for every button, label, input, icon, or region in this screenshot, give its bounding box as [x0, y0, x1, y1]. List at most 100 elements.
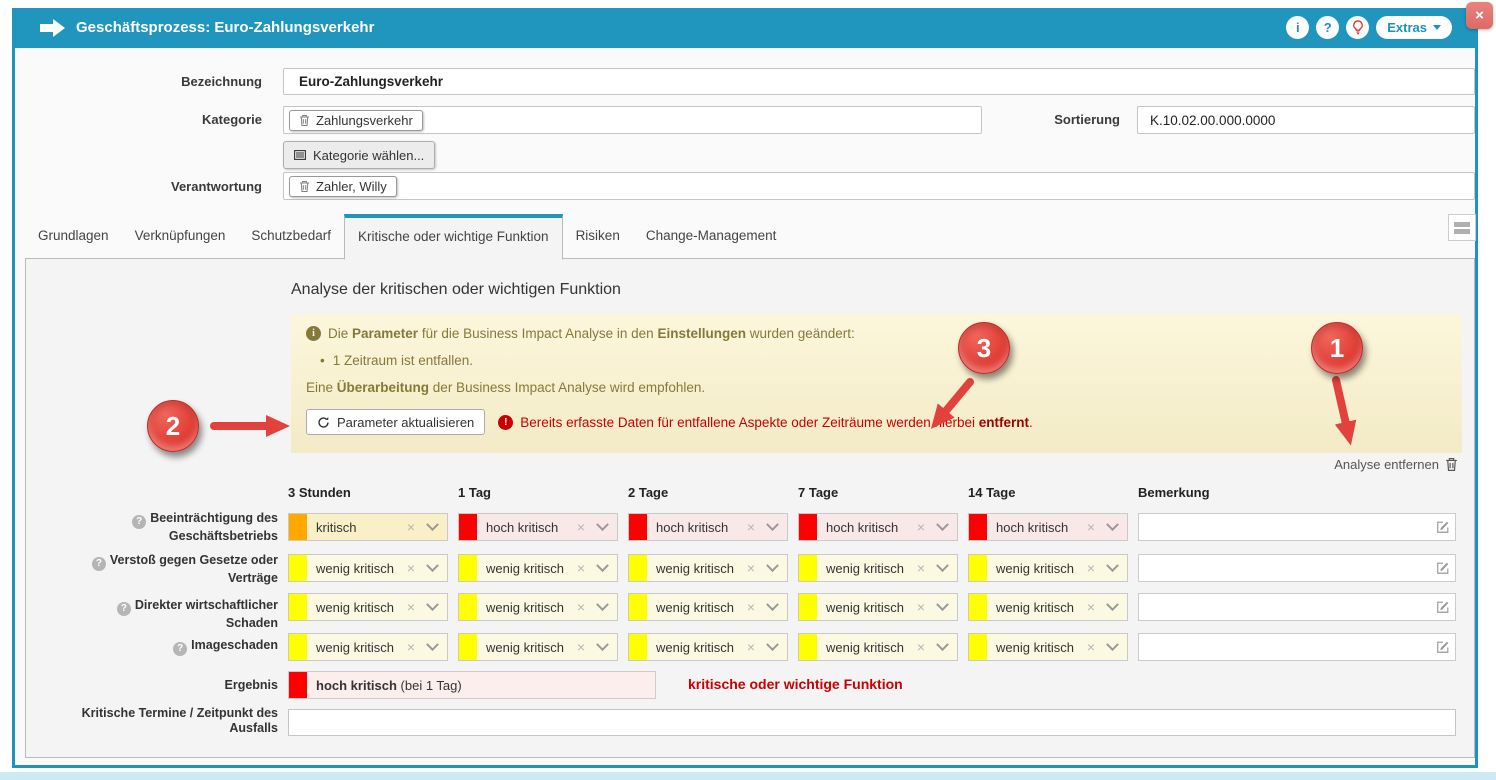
chevron-down-icon[interactable] — [596, 637, 609, 651]
tab-schutzbedarf[interactable]: Schutzbedarf — [251, 228, 331, 243]
bullet-icon: • — [320, 353, 325, 368]
tab-risiken[interactable]: Risiken — [575, 228, 620, 243]
level-select[interactable]: wenig kritisch × — [798, 593, 958, 621]
level-select[interactable]: hoch kritisch × — [968, 513, 1128, 541]
result-field: hoch kritisch (bei 1 Tag) — [288, 671, 656, 699]
chevron-down-icon[interactable] — [1106, 637, 1119, 651]
chevron-down-icon[interactable] — [1106, 558, 1119, 572]
chevron-down-icon[interactable] — [596, 597, 609, 611]
clear-icon[interactable]: × — [1086, 519, 1095, 535]
bemerkung-cell[interactable] — [1138, 633, 1456, 661]
analyse-entfernen-link[interactable]: Analyse entfernen — [1334, 457, 1458, 472]
tab-kritische-oder-wichtige-funktion[interactable]: Kritische oder wichtige Funktion — [343, 214, 563, 260]
level-select[interactable]: wenig kritisch × — [288, 593, 448, 621]
level-select[interactable]: wenig kritisch × — [458, 554, 618, 582]
clear-icon[interactable]: × — [916, 639, 925, 655]
chevron-down-icon[interactable] — [766, 637, 779, 651]
edit-icon[interactable] — [1436, 561, 1450, 580]
chevron-down-icon[interactable] — [426, 558, 439, 572]
tab-change-management[interactable]: Change-Management — [645, 228, 777, 243]
clear-icon[interactable]: × — [406, 560, 415, 576]
chevron-down-icon[interactable] — [766, 597, 779, 611]
parameter-aktualisieren-button[interactable]: Parameter aktualisieren — [306, 409, 486, 435]
level-select[interactable]: wenig kritisch × — [288, 633, 448, 661]
chevron-down-icon[interactable] — [426, 517, 439, 531]
verantwortung-tag[interactable]: Zahler, Willy — [289, 175, 397, 197]
trash-icon[interactable] — [299, 114, 310, 127]
tab-grundlagen[interactable]: Grundlagen — [38, 228, 109, 243]
trash-icon[interactable] — [299, 180, 310, 193]
bemerkung-cell[interactable] — [1138, 593, 1456, 621]
level-select[interactable]: wenig kritisch × — [798, 554, 958, 582]
level-select[interactable]: wenig kritisch × — [968, 554, 1128, 582]
level-select[interactable]: wenig kritisch × — [458, 633, 618, 661]
clear-icon[interactable]: × — [406, 519, 415, 535]
tab-verknüpfungen[interactable]: Verknüpfungen — [134, 228, 226, 243]
edit-icon[interactable] — [1436, 600, 1450, 619]
chevron-down-icon[interactable] — [936, 637, 949, 651]
bemerkung-cell[interactable] — [1138, 513, 1456, 541]
clear-icon[interactable]: × — [1086, 639, 1095, 655]
level-select[interactable]: wenig kritisch × — [288, 554, 448, 582]
level-select[interactable]: wenig kritisch × — [968, 633, 1128, 661]
chevron-down-icon[interactable] — [596, 558, 609, 572]
chevron-down-icon[interactable] — [936, 597, 949, 611]
level-color-strip — [459, 634, 477, 660]
info-icon[interactable]: i — [1286, 16, 1310, 39]
clear-icon[interactable]: × — [576, 639, 585, 655]
level-select[interactable]: wenig kritisch × — [628, 554, 788, 582]
termine-field[interactable] — [288, 709, 1456, 736]
level-select[interactable]: wenig kritisch × — [628, 593, 788, 621]
level-select[interactable]: wenig kritisch × — [798, 633, 958, 661]
bemerkung-field[interactable] — [1139, 634, 1455, 660]
level-select[interactable]: kritisch × — [288, 513, 448, 541]
chevron-down-icon[interactable] — [766, 558, 779, 572]
level-select[interactable]: hoch kritisch × — [628, 513, 788, 541]
clear-icon[interactable]: × — [746, 599, 755, 615]
level-select[interactable]: wenig kritisch × — [458, 593, 618, 621]
kategorie-field[interactable]: Zahlungsverkehr — [283, 106, 982, 134]
extras-button[interactable]: Extras — [1376, 16, 1452, 39]
clear-icon[interactable]: × — [746, 639, 755, 655]
chevron-down-icon[interactable] — [1106, 517, 1119, 531]
bezeichnung-field[interactable]: Euro-Zahlungsverkehr — [283, 68, 1475, 95]
clear-icon[interactable]: × — [916, 519, 925, 535]
chevron-down-icon[interactable] — [936, 558, 949, 572]
clear-icon[interactable]: × — [406, 639, 415, 655]
clear-icon[interactable]: × — [1086, 599, 1095, 615]
clear-icon[interactable]: × — [576, 519, 585, 535]
bemerkung-field[interactable] — [1139, 514, 1455, 540]
kategorie-waehlen-button[interactable]: Kategorie wählen... — [283, 141, 436, 169]
verantwortung-field[interactable]: Zahler, Willy — [283, 172, 1475, 200]
chevron-down-icon[interactable] — [596, 517, 609, 531]
help-icon[interactable]: ? — [1316, 16, 1340, 39]
clear-icon[interactable]: × — [746, 519, 755, 535]
bemerkung-field[interactable] — [1139, 555, 1455, 581]
bulb-icon[interactable] — [1346, 16, 1370, 39]
row-label-text: Beeinträchtigung des Geschäftsbetriebs — [150, 511, 278, 543]
clear-icon[interactable]: × — [576, 599, 585, 615]
clear-icon[interactable]: × — [576, 560, 585, 576]
chevron-down-icon[interactable] — [936, 517, 949, 531]
level-select[interactable]: hoch kritisch × — [798, 513, 958, 541]
level-select[interactable]: wenig kritisch × — [628, 633, 788, 661]
edit-icon[interactable] — [1436, 520, 1450, 539]
clear-icon[interactable]: × — [406, 599, 415, 615]
level-select[interactable]: hoch kritisch × — [458, 513, 618, 541]
chevron-down-icon[interactable] — [766, 517, 779, 531]
chevron-down-icon[interactable] — [426, 597, 439, 611]
close-button[interactable]: × — [1466, 2, 1493, 29]
sortierung-field[interactable]: K.10.02.00.000.0000 — [1137, 106, 1475, 134]
chevron-down-icon[interactable] — [1106, 597, 1119, 611]
bemerkung-field[interactable] — [1139, 594, 1455, 620]
clear-icon[interactable]: × — [746, 560, 755, 576]
level-select[interactable]: wenig kritisch × — [968, 593, 1128, 621]
clear-icon[interactable]: × — [916, 560, 925, 576]
bemerkung-cell[interactable] — [1138, 554, 1456, 582]
clear-icon[interactable]: × — [916, 599, 925, 615]
kategorie-tag[interactable]: Zahlungsverkehr — [289, 109, 423, 131]
edit-icon[interactable] — [1436, 640, 1450, 659]
clear-icon[interactable]: × — [1086, 560, 1095, 576]
layout-toggle-button[interactable] — [1448, 214, 1476, 241]
chevron-down-icon[interactable] — [426, 637, 439, 651]
